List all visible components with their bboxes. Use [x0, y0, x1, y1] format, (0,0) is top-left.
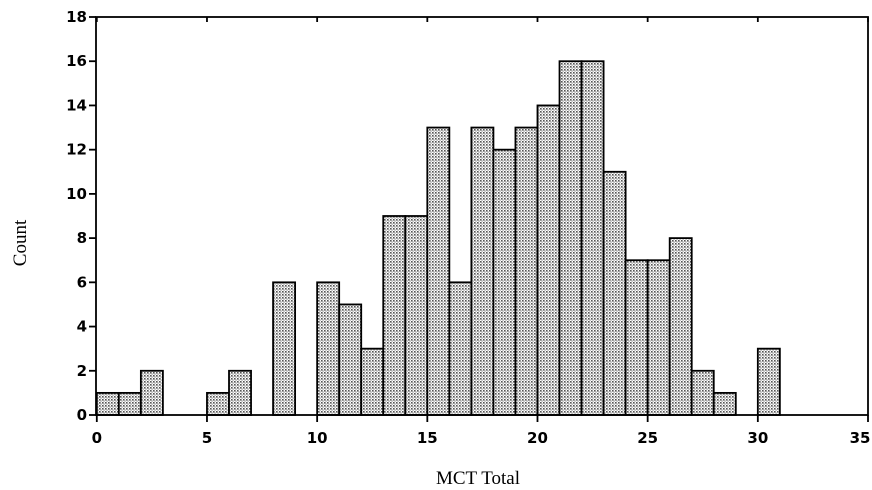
bar-16: [448, 281, 473, 416]
y-axis-title: Count: [10, 219, 31, 266]
x-tick-label-5: 5: [202, 429, 212, 447]
y-tick-label-0: 0: [77, 406, 87, 424]
bar-8: [272, 281, 297, 416]
x-tick-label-10: 10: [307, 429, 328, 447]
y-tick-label-6: 6: [77, 273, 87, 291]
bar-1: [117, 391, 142, 416]
plot-frame: [95, 16, 869, 416]
bar-11: [338, 303, 363, 416]
y-tick-label-10: 10: [66, 185, 87, 203]
x-tick-label-25: 25: [637, 429, 658, 447]
bars: [95, 60, 781, 416]
bar-22: [580, 60, 605, 416]
x-tick-label-20: 20: [527, 429, 548, 447]
x-tick-label-30: 30: [747, 429, 768, 447]
bar-25: [646, 259, 671, 416]
x-axis: 0 5 10 15 20 25 30 35: [92, 17, 871, 447]
bar-0: [95, 391, 120, 416]
bar-13: [382, 215, 407, 416]
x-tick-label-35: 35: [850, 429, 871, 447]
bar-23: [602, 170, 627, 416]
bar-15: [426, 126, 451, 416]
y-tick-label-12: 12: [66, 141, 87, 159]
bar-5: [206, 391, 230, 416]
y-tick-label-16: 16: [66, 52, 87, 70]
bar-14: [404, 215, 429, 416]
bar-30: [756, 347, 781, 416]
y-axis: 0 2 4 6 8 10 12 14 16 18: [66, 8, 96, 424]
bar-24: [624, 259, 649, 416]
bar-19: [514, 126, 539, 416]
bar-21: [558, 60, 583, 416]
bar-6: [228, 369, 252, 416]
bar-28: [712, 391, 737, 416]
bar-12: [360, 347, 385, 416]
bar-26: [668, 237, 693, 416]
y-tick-label-2: 2: [77, 362, 87, 380]
bar-10: [316, 281, 341, 416]
bar-2: [139, 369, 164, 416]
x-tick-label-15: 15: [417, 429, 438, 447]
y-tick-label-14: 14: [66, 96, 87, 114]
y-tick-label-18: 18: [66, 8, 87, 26]
bar-20: [536, 104, 561, 416]
bar-27: [690, 369, 715, 416]
bar-18: [492, 148, 517, 416]
x-axis-title: MCT Total: [436, 468, 520, 489]
bar-17: [470, 126, 495, 416]
y-tick-label-4: 4: [77, 318, 87, 336]
x-tick-label-0: 0: [92, 429, 102, 447]
y-tick-label-8: 8: [77, 229, 87, 247]
